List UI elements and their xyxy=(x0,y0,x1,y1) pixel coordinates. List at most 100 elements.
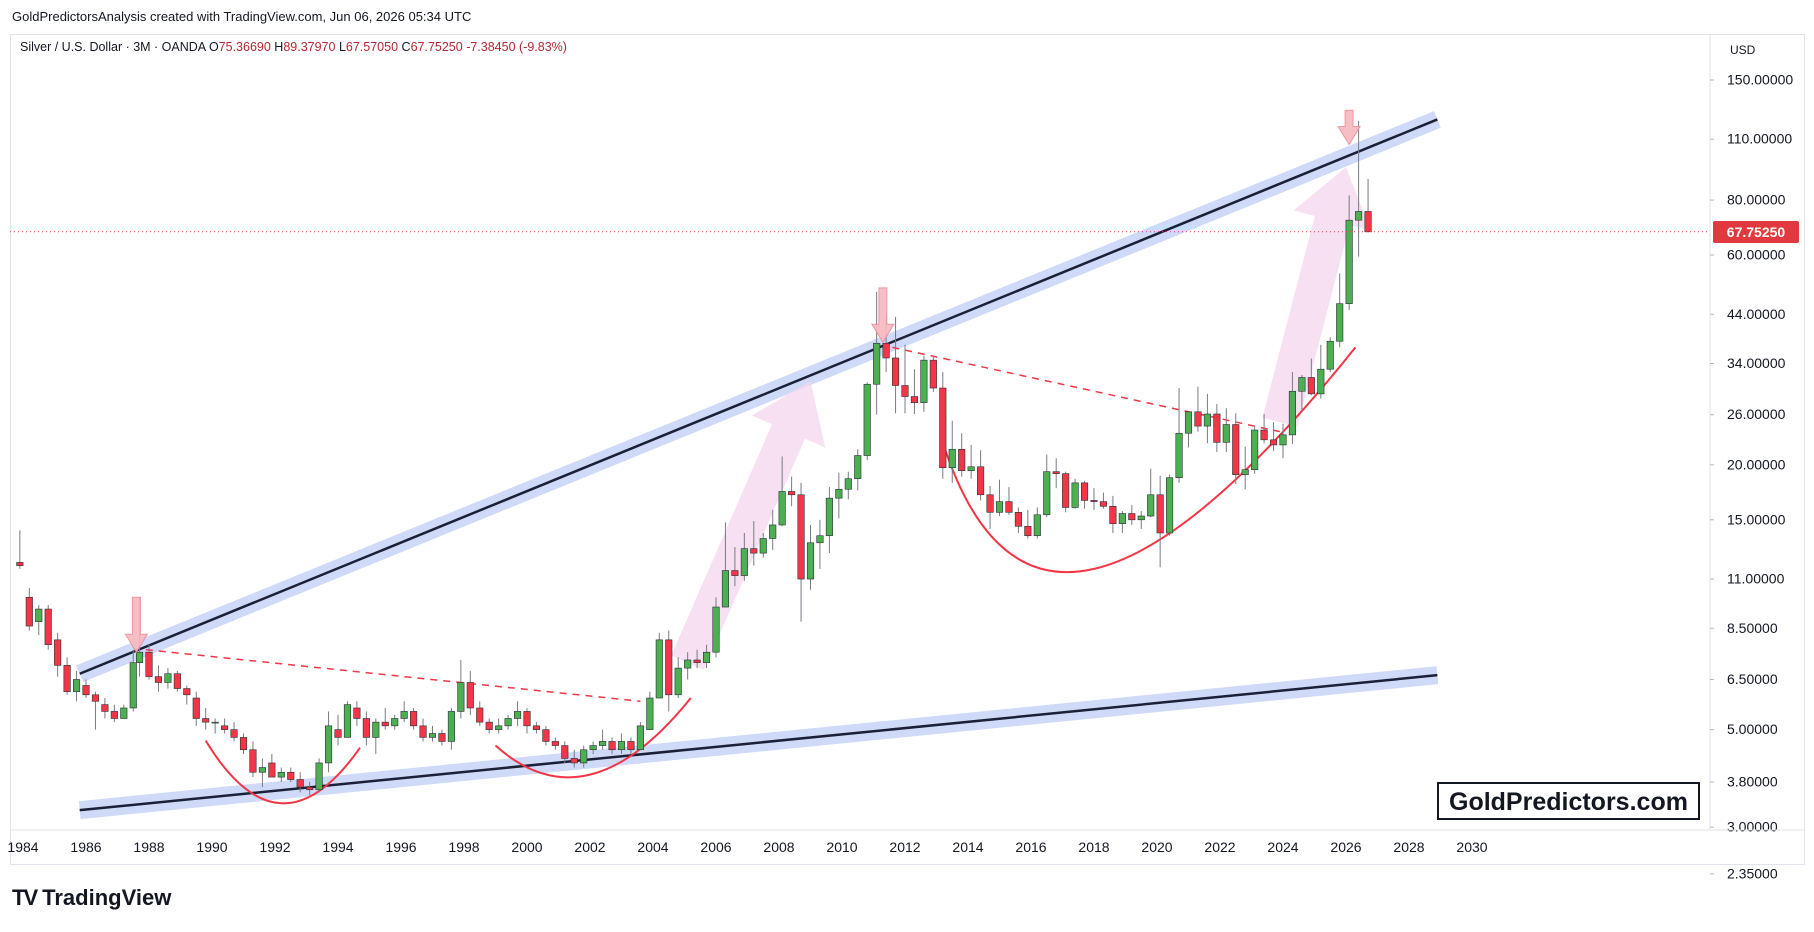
candle-body xyxy=(929,359,937,389)
candle-body xyxy=(599,741,607,746)
candle xyxy=(54,632,62,677)
candle xyxy=(1307,358,1315,396)
x-tick-label: 1992 xyxy=(259,839,290,855)
x-tick-label: 2018 xyxy=(1078,839,1109,855)
candle-body xyxy=(750,548,758,554)
candle-body xyxy=(551,741,559,746)
candle xyxy=(702,644,711,669)
candle xyxy=(315,758,323,793)
candle-body xyxy=(466,682,474,709)
candle-body xyxy=(1270,439,1278,446)
candle-body xyxy=(1156,494,1164,534)
currency-label[interactable]: USD xyxy=(1730,43,1756,57)
candle-body xyxy=(665,639,673,696)
candle-body xyxy=(1251,429,1259,470)
candle-body xyxy=(438,733,446,742)
candle xyxy=(353,701,361,726)
candle-body xyxy=(173,673,181,689)
candle xyxy=(712,597,720,658)
candle xyxy=(391,714,399,730)
candle xyxy=(665,630,673,712)
candle-body xyxy=(268,762,276,778)
candle xyxy=(419,718,427,742)
candle-body xyxy=(230,729,238,738)
candle xyxy=(1175,388,1183,483)
candle xyxy=(1137,511,1145,529)
candle-body xyxy=(958,448,966,471)
legend-close-value: 67.75250 xyxy=(410,40,463,54)
x-tick-label: 2004 xyxy=(637,839,668,855)
y-tick-label: 8.50000 xyxy=(1727,620,1778,636)
candle-body xyxy=(1279,434,1287,446)
candle-body xyxy=(617,741,626,751)
candle-body xyxy=(816,535,824,544)
candle xyxy=(731,547,739,587)
candle xyxy=(769,509,777,551)
y-tick-label: 3.00000 xyxy=(1727,819,1778,835)
candle-body xyxy=(372,721,380,738)
candle-body xyxy=(523,711,531,727)
candle xyxy=(495,718,503,734)
candle xyxy=(599,729,607,750)
x-tick-label: 2008 xyxy=(763,839,794,855)
candle-body xyxy=(882,342,890,359)
upper-channel-line xyxy=(79,118,1438,675)
candle-body xyxy=(1307,377,1315,395)
chart-frame xyxy=(10,34,1805,865)
candle-body xyxy=(986,494,994,513)
candle xyxy=(1355,121,1363,257)
candle-body xyxy=(44,608,52,645)
legend-open: O75.36690 xyxy=(209,40,274,54)
candle xyxy=(73,670,81,702)
y-tick-label: 80.00000 xyxy=(1727,192,1786,208)
candle-body xyxy=(778,491,786,526)
candle-body xyxy=(495,725,503,730)
candle xyxy=(844,471,852,500)
candle-body xyxy=(145,651,153,677)
candle xyxy=(296,772,304,793)
candle-body xyxy=(1213,413,1221,443)
candle-body xyxy=(1184,411,1193,434)
candle xyxy=(1014,507,1022,533)
candle xyxy=(110,704,118,723)
x-tick-label: 2012 xyxy=(889,839,920,855)
candle-body xyxy=(154,676,162,683)
candle xyxy=(230,722,238,742)
candle-body xyxy=(183,688,191,696)
watermark-box: GoldPredictors.com xyxy=(1437,782,1700,820)
candle xyxy=(561,741,569,763)
candle xyxy=(674,657,682,699)
candle xyxy=(129,649,137,712)
candle-body xyxy=(306,786,314,791)
candle-body xyxy=(977,466,985,496)
y-tick-label: 150.00000 xyxy=(1727,72,1793,88)
candle xyxy=(797,482,805,622)
candle-body xyxy=(129,662,137,709)
candle xyxy=(381,707,389,730)
candle xyxy=(1099,492,1107,509)
candle-body xyxy=(655,639,663,699)
candle xyxy=(1118,511,1126,533)
candle xyxy=(334,714,342,746)
candle xyxy=(1298,375,1306,412)
candle-body xyxy=(806,542,815,580)
candle-body xyxy=(684,659,692,669)
tradingview-logo[interactable]: TV TradingView xyxy=(12,884,171,912)
top-marker-arrow-3 xyxy=(1337,109,1361,146)
candle xyxy=(995,479,1004,517)
candle-body xyxy=(1109,505,1117,524)
candle-body xyxy=(1071,482,1079,508)
candle-body xyxy=(580,749,588,764)
candle-body xyxy=(910,396,919,403)
x-tick-label: 2006 xyxy=(700,839,731,855)
candle xyxy=(835,472,843,519)
candle xyxy=(1043,454,1051,518)
candle-body xyxy=(721,570,730,608)
candle-body xyxy=(287,771,295,780)
legend-open-label: O xyxy=(208,40,219,54)
candle-body xyxy=(835,488,843,499)
candle-body xyxy=(636,725,644,751)
candle-body xyxy=(362,718,370,738)
x-tick-label: 2002 xyxy=(574,839,605,855)
